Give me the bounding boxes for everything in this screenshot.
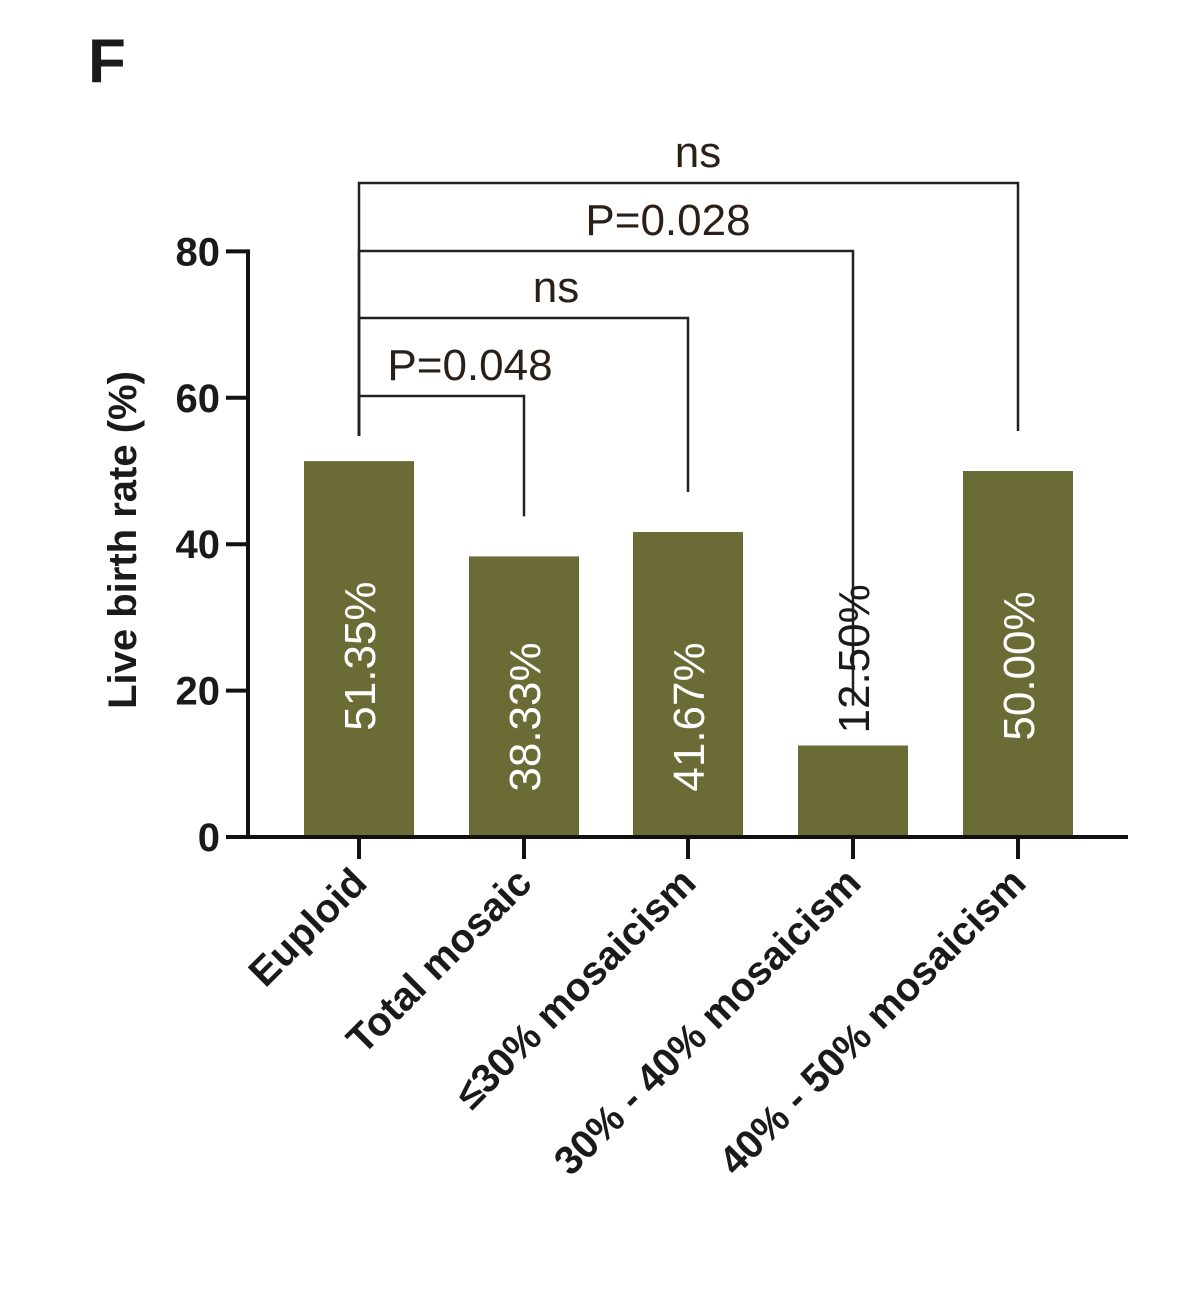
panel-letter: F (88, 27, 126, 96)
comparison-label: ns (533, 263, 579, 312)
x-category-label: 30% - 40% mosaicism (546, 860, 870, 1184)
bar-value-label: 38.33% (501, 642, 550, 791)
y-axis-title: Live birth rate (%) (101, 371, 145, 709)
bar (633, 531, 743, 837)
comparison-label: ns (675, 128, 721, 177)
bars: 51.35% 38.33% 41.67% 12.50% 50.00% (304, 461, 1073, 837)
bar-value-label: 51.35% (336, 582, 385, 731)
y-tick-label: 40 (176, 523, 221, 567)
bar (963, 471, 1073, 837)
y-tick-label: 0 (198, 816, 220, 860)
bar (304, 461, 414, 837)
comparison-label: P=0.048 (387, 341, 552, 390)
y-tick-label: 20 (176, 670, 221, 714)
x-category-label: Euploid (241, 860, 376, 995)
bar (798, 745, 908, 837)
bar-value-label: 41.67% (665, 642, 714, 791)
y-axis-ticks: 0 20 40 60 80 (176, 230, 248, 860)
y-tick-label: 80 (176, 230, 221, 274)
bar-value-label: 50.00% (995, 591, 1044, 740)
bar-value-label: 12.50% (830, 584, 879, 733)
bar (469, 556, 579, 837)
comparison-label: P=0.028 (585, 196, 750, 245)
comparison-bracket (357, 181, 1020, 436)
y-tick-label: 60 (176, 377, 221, 421)
x-category-label: 40% - 50% mosaicism (711, 860, 1035, 1184)
